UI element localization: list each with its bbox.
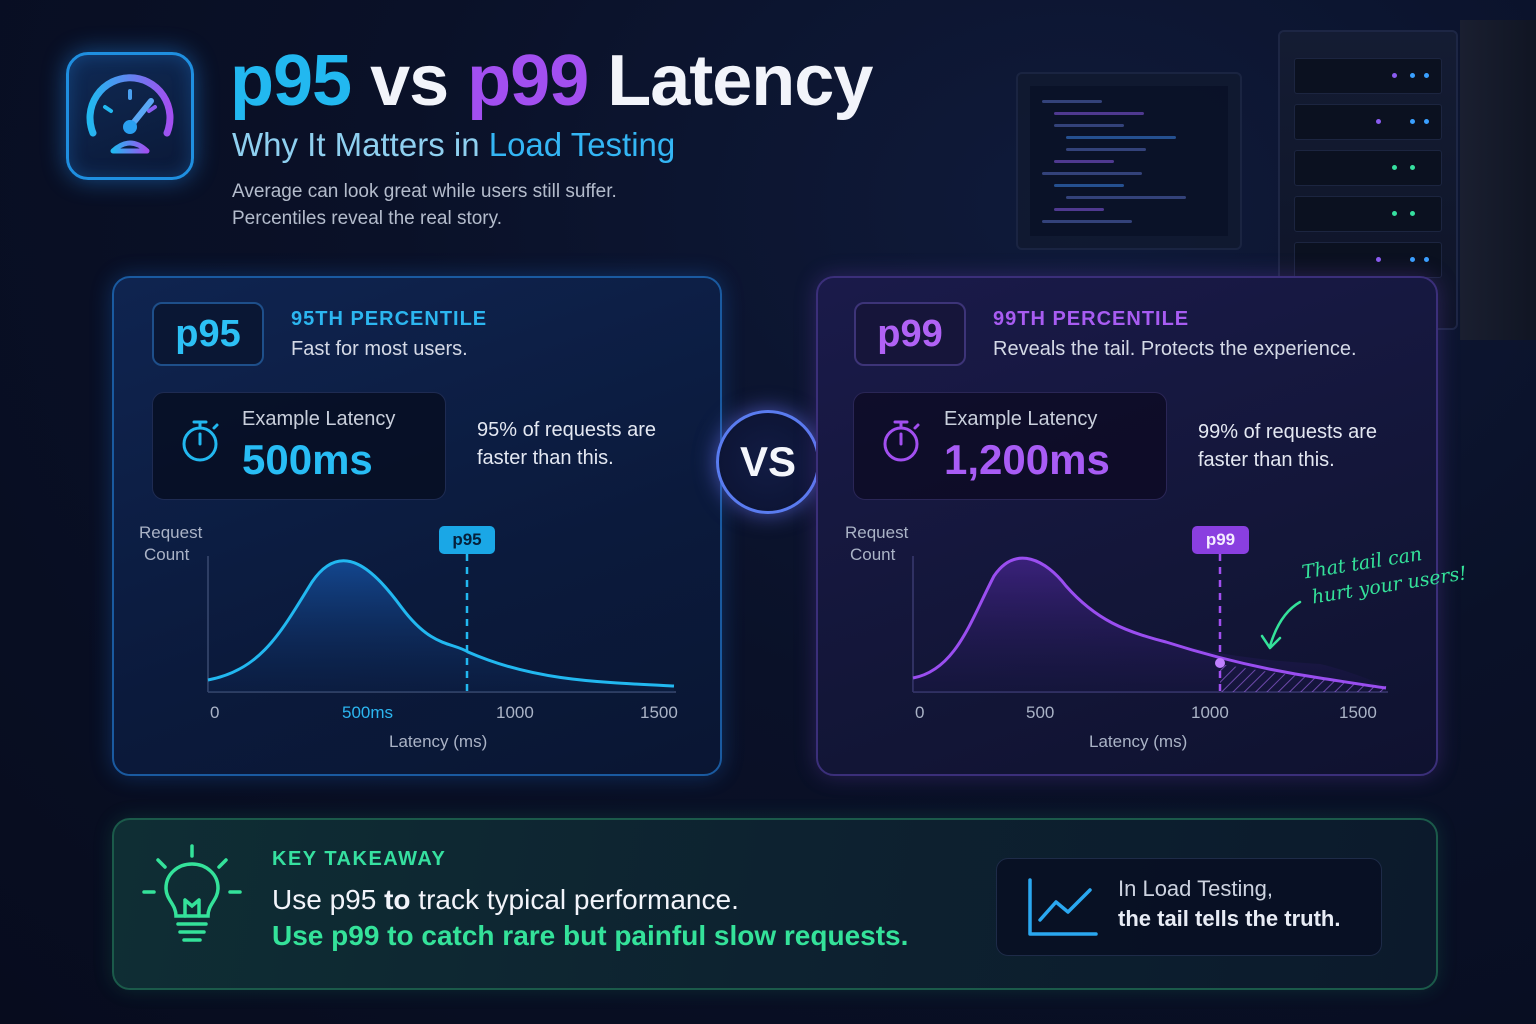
server-tower-decoration <box>1460 20 1536 340</box>
takeaway-line-1: Use p95 to track typical performance. <box>272 884 739 916</box>
truth-line-1: In Load Testing, <box>1118 876 1273 901</box>
p99-x-tick-1000: 1000 <box>1191 703 1229 722</box>
p99-subheading: Reveals the tail. Protects the experienc… <box>993 338 1357 360</box>
title-vs: vs <box>351 41 468 121</box>
p95-curve-line <box>207 559 675 688</box>
subtitle-part-1: Why It Matters in <box>232 126 489 163</box>
arrow-icon <box>1260 600 1302 650</box>
takeaway-line-1-c: track typical performance. <box>410 884 739 915</box>
p99-marker-point <box>1215 658 1225 668</box>
p99-x-tick-500: 500 <box>1026 703 1055 722</box>
takeaway-line-2: Use p99 to catch rare but painful slow r… <box>272 920 909 951</box>
p95-curve-area <box>208 560 674 692</box>
p95-latency-box <box>152 392 446 500</box>
takeaway-heading: KEY TAKEAWAY <box>272 848 447 870</box>
speedometer-logo <box>66 52 194 180</box>
p95-x-axis-label: Latency (ms) <box>389 732 488 751</box>
p95-note: 95% of requests are faster than this. <box>477 419 656 469</box>
p99-y-axis-label-1: Request <box>845 523 909 542</box>
p95-y-axis-label-1: Request <box>139 523 203 542</box>
takeaway-line-1-a: Use p95 <box>272 884 385 915</box>
p99-note: 99% of requests are faster than this. <box>1198 421 1377 471</box>
p95-marker-label: p95 <box>439 526 495 554</box>
lightbulb-icon <box>142 844 242 942</box>
p95-x-tick-1000: 1000 <box>496 703 534 722</box>
page-subtitle: Why It Matters in Load Testing <box>232 126 675 164</box>
p99-x-tick-0: 0 <box>915 703 925 722</box>
stopwatch-icon <box>182 420 219 462</box>
p99-distribution-chart <box>912 554 1388 693</box>
p99-badge: p99 <box>854 302 966 366</box>
intro-line-1: Average can look great while users still… <box>232 181 617 202</box>
p99-tail-area <box>1220 664 1386 692</box>
p95-distribution-chart <box>207 554 676 693</box>
p95-heading: 95TH PERCENTILE <box>291 308 488 330</box>
p99-curve-area <box>913 558 1386 692</box>
p95-latency-label: Example Latency <box>242 408 396 430</box>
title-p99: p99 <box>467 41 589 121</box>
stopwatch-icon <box>883 420 920 462</box>
p95-x-tick-500: 500ms <box>342 703 394 722</box>
takeaway-line-1-b: to <box>384 884 411 915</box>
p99-latency-box <box>853 392 1167 500</box>
p99-latency-value: 1,200ms <box>944 436 1110 483</box>
p95-x-tick-0: 0 <box>210 703 220 722</box>
trend-chart-icon <box>1028 878 1098 936</box>
speedometer-icon <box>86 74 174 154</box>
p95-badge: p95 <box>152 302 264 366</box>
p99-marker-label: p99 <box>1192 526 1249 554</box>
intro-text: Average can look great while users still… <box>232 178 792 232</box>
page-title: p95 vs p99 Latency <box>230 40 873 122</box>
truth-line-2: the tail tells the truth. <box>1118 906 1341 931</box>
vs-badge: VS <box>716 410 820 514</box>
title-latency: Latency <box>588 41 873 121</box>
title-p95: p95 <box>230 41 352 121</box>
p95-subheading: Fast for most users. <box>291 338 468 360</box>
p99-curve-line <box>912 556 1387 690</box>
p95-latency-value: 500ms <box>242 436 373 483</box>
subtitle-part-2: Load Testing <box>488 126 676 163</box>
intro-line-2: Percentiles reveal the real story. <box>232 208 502 229</box>
p99-x-axis-label: Latency (ms) <box>1089 732 1188 751</box>
monitor-decoration <box>1016 72 1242 250</box>
p95-x-tick-1500: 1500 <box>640 703 678 722</box>
p95-y-axis-label-2: Count <box>144 545 190 564</box>
p99-latency-label: Example Latency <box>944 408 1098 430</box>
p99-x-tick-1500: 1500 <box>1339 703 1377 722</box>
p99-y-axis-label-2: Count <box>850 545 896 564</box>
p99-heading: 99TH PERCENTILE <box>993 308 1190 330</box>
